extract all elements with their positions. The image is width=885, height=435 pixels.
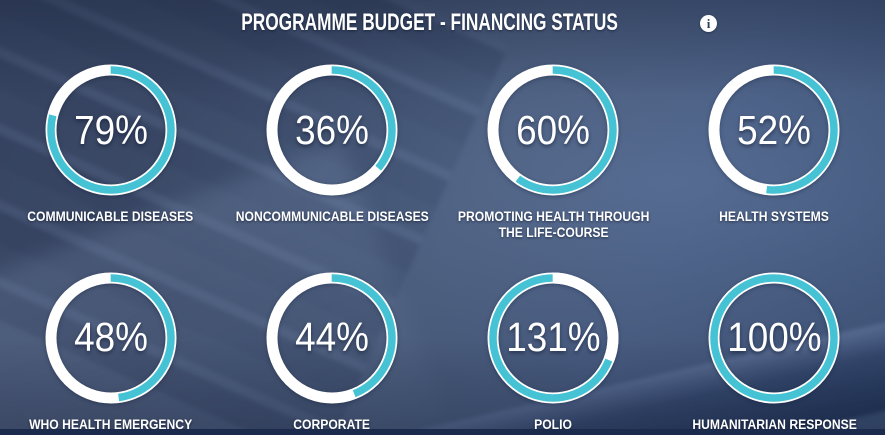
bottom-bar [0, 429, 885, 435]
donut-cell-who-health-emergency[interactable]: 48% WHO HEALTH EMERGENCY [0, 272, 221, 435]
donut-ring: 79% [45, 64, 177, 196]
gauge-value: 52% [737, 106, 812, 153]
gauge-label: NONCOMMUNICABLE DISEASES [235, 209, 429, 224]
donut-ring: 131% [487, 272, 619, 404]
donut-cell-humanitarian-response-plans[interactable]: 100%HUMANITARIAN RESPONSE PLANS [664, 272, 885, 435]
gauge-value: 36% [294, 106, 369, 153]
donut-ring: 44% [266, 272, 398, 404]
donut-cell-polio[interactable]: 131% POLIO [443, 272, 664, 435]
gauge-label: WHO HEALTH EMERGENCY [29, 416, 193, 432]
donut-ring: 52% [708, 64, 840, 196]
donut-grid: 79% COMMUNICABLE DISEASES 36% NONCOMMUNICAB… [0, 64, 885, 435]
gauge-label: HEALTH SYSTEMS [719, 209, 830, 224]
donut-cell-health-systems[interactable]: 52% HEALTH SYSTEMS [664, 64, 885, 242]
gauge-label: PROMOTING HEALTH THROUGH THE LIFE-COURSE [457, 209, 649, 241]
donut-cell-noncommunicable-diseases[interactable]: 36% NONCOMMUNICABLE DISEASES [221, 64, 442, 242]
header: PROGRAMME BUDGET - FINANCING STATUS i [0, 0, 885, 38]
donut-cell-communicable-diseases[interactable]: 79% COMMUNICABLE DISEASES [0, 64, 221, 242]
donut-ring: 60% [487, 64, 619, 196]
donut-cell-promoting-health-through-the-life-course[interactable]: 60% PROMOTING HEALTH THROUGH THE LIFE-COU… [443, 64, 664, 242]
gauge-value: 79% [73, 106, 148, 153]
donut-ring: 36% [266, 64, 398, 196]
donut-ring: 48% [45, 272, 177, 404]
gauge-label: COMMUNICABLE DISEASES [27, 209, 194, 224]
gauge-value: 60% [516, 106, 591, 153]
donut-cell-corporate-services-enabling[interactable]: 44%CORPORATE SERVICES/ENABLING [221, 272, 442, 435]
gauge-value: 131% [505, 314, 601, 361]
info-icon[interactable]: i [700, 14, 718, 32]
page-title: PROGRAMME BUDGET - FINANCING STATUS [241, 9, 618, 36]
donut-ring: 100% [708, 272, 840, 404]
gauge-value: 100% [727, 314, 822, 361]
gauge-value: 48% [73, 314, 148, 361]
gauge-value: 44% [294, 314, 369, 361]
